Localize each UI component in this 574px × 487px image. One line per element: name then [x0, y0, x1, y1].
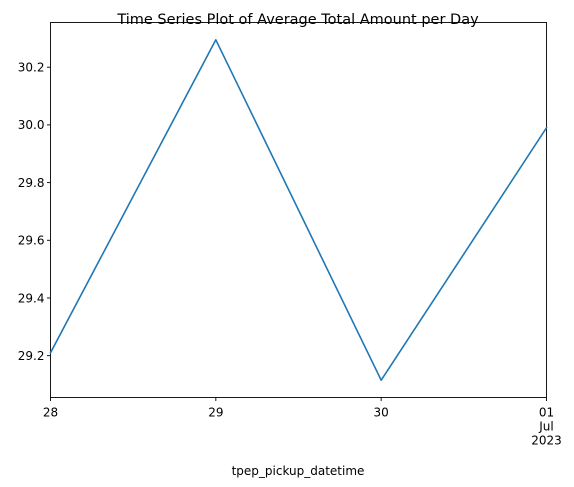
- y-tick-label: 29.4: [18, 291, 45, 305]
- plot-area: [50, 22, 547, 398]
- x-tick-label: Jul: [538, 420, 553, 434]
- y-tick-label: 30.2: [18, 61, 45, 75]
- x-tick-label: 29: [208, 406, 223, 420]
- y-tick-label: 29.8: [18, 176, 45, 190]
- y-axis: 29.2 29.4 29.6 29.8 30.0 30.2: [18, 61, 51, 363]
- axes-frame: [50, 22, 547, 398]
- series-line: [49, 39, 548, 381]
- x-axis-label: tpep_pickup_datetime: [232, 464, 365, 478]
- series-layer: [49, 39, 548, 381]
- x-tick-label: 30: [374, 406, 389, 420]
- x-tick-label: 2023: [531, 434, 562, 448]
- chart-title: Time Series Plot of Average Total Amount…: [116, 12, 479, 28]
- x-tick-label: 28: [43, 406, 58, 420]
- x-tick-label: 01: [539, 406, 554, 420]
- y-tick-label: 29.6: [18, 234, 45, 248]
- y-tick-label: 30.0: [18, 118, 45, 132]
- y-tick-label: 29.2: [18, 349, 45, 363]
